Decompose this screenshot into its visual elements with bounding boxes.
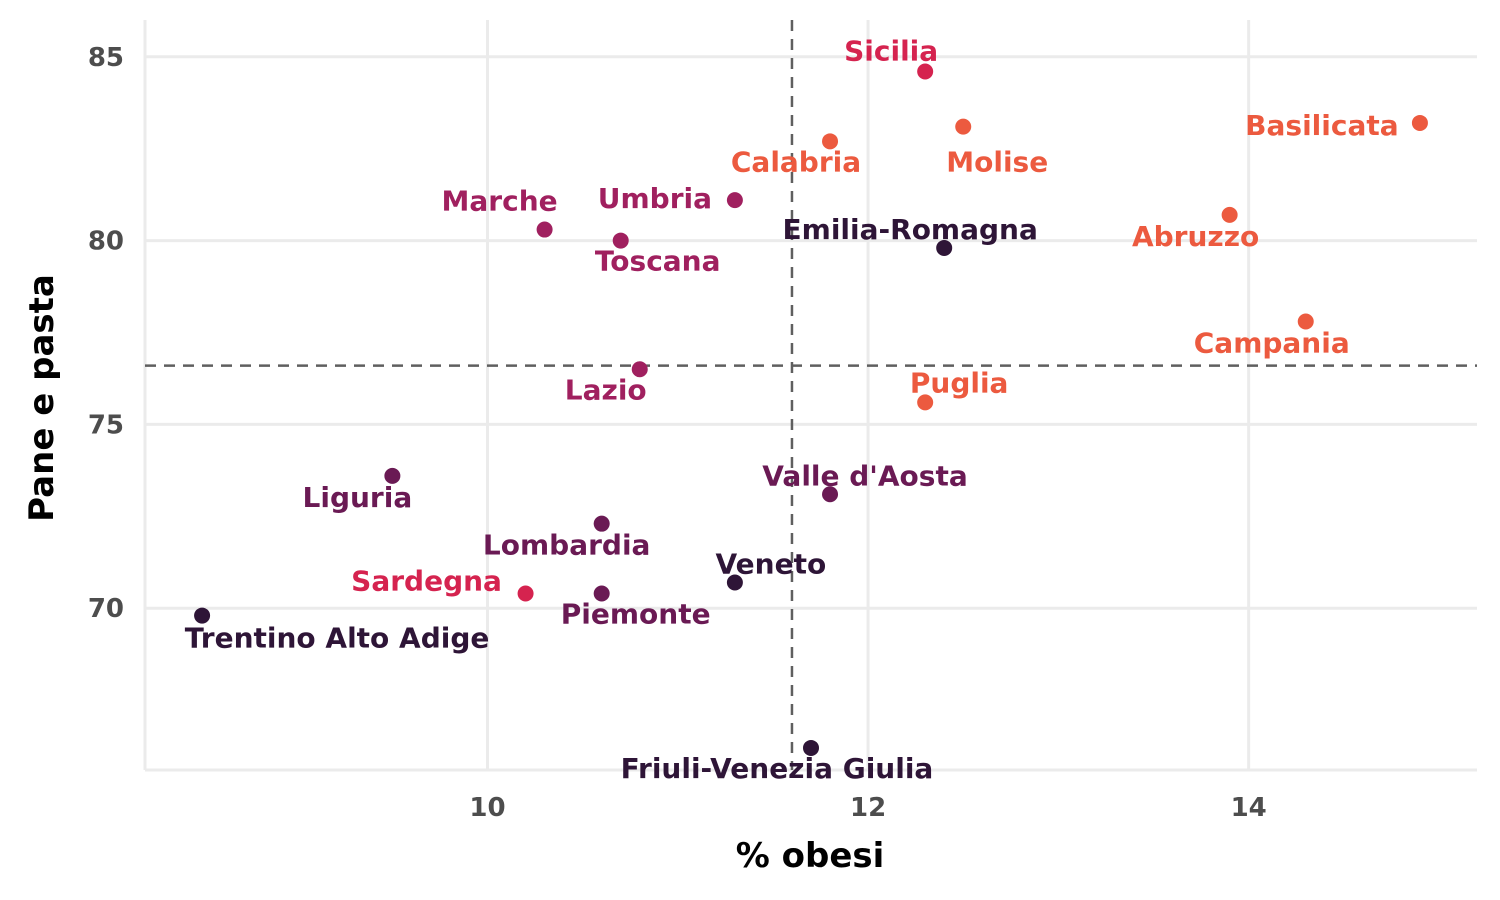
point-label: Lazio	[565, 373, 647, 406]
x-tick-label: 14	[1231, 793, 1267, 823]
y-tick-label: 85	[88, 43, 124, 73]
data-point	[917, 63, 934, 80]
x-tick-label: 12	[850, 793, 886, 823]
point-label: Veneto	[716, 548, 827, 581]
data-point	[536, 221, 553, 238]
point-labels: Sicilia Molise Basilicata Calabria Umbria Mar…	[185, 34, 1399, 784]
point-label: Liguria	[303, 481, 413, 514]
y-tick-label: 75	[88, 410, 124, 440]
point-label: Umbria	[598, 182, 712, 215]
point-label: Toscana	[595, 245, 721, 278]
point-label: Campania	[1194, 326, 1350, 359]
point-label: Marche	[442, 185, 558, 218]
y-axis-title: Pane e pasta	[22, 274, 62, 522]
point-label: Calabria	[731, 145, 861, 178]
x-axis-title: % obesi	[736, 836, 885, 876]
data-point	[822, 133, 839, 150]
y-tick-labels: 70 75 80 85	[88, 43, 124, 624]
point-label: Piemonte	[561, 598, 711, 631]
reference-lines	[145, 20, 1477, 770]
point-label: Emilia-Romagna	[783, 213, 1038, 246]
point-label: Sicilia	[844, 34, 938, 67]
data-point	[1411, 114, 1428, 131]
x-tick-label: 10	[469, 793, 505, 823]
data-point	[822, 486, 839, 503]
data-point	[1221, 206, 1238, 223]
data-point	[517, 585, 534, 602]
data-point	[726, 192, 743, 209]
y-tick-label: 70	[88, 594, 124, 624]
point-label: Abruzzo	[1132, 220, 1259, 253]
point-label: Trentino Alto Adige	[185, 622, 490, 655]
data-point	[936, 239, 953, 256]
data-point	[384, 467, 401, 484]
x-tick-labels: 10 12 14	[469, 793, 1266, 823]
data-point	[917, 394, 934, 411]
data-point	[955, 118, 972, 135]
y-tick-label: 80	[88, 227, 124, 257]
data-point	[726, 574, 743, 591]
grid-lines	[145, 20, 1477, 770]
data-point	[631, 361, 648, 378]
data-points	[194, 63, 1428, 756]
point-label: Sardegna	[351, 565, 502, 598]
data-point	[593, 515, 610, 532]
data-point	[803, 739, 819, 756]
point-label: Lombardia	[483, 529, 651, 562]
point-label: Friuli-Venezia Giulia	[621, 752, 934, 785]
data-point	[194, 607, 211, 624]
point-label: Molise	[946, 146, 1048, 179]
axis-lines	[143, 20, 1477, 772]
data-point	[593, 585, 610, 602]
point-label: Puglia	[910, 366, 1009, 399]
point-label: Valle d'Aosta	[762, 459, 967, 492]
point-label: Basilicata	[1245, 109, 1398, 142]
data-point	[612, 232, 629, 249]
data-point	[1297, 313, 1314, 330]
